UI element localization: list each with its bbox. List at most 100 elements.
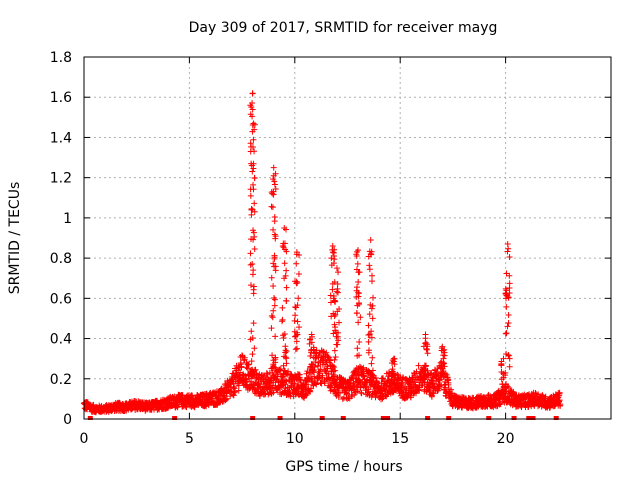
y-tick-label: 0.2 (50, 372, 72, 388)
data-point (249, 271, 256, 278)
data-point (240, 357, 247, 364)
data-point (251, 245, 258, 252)
data-point (439, 369, 446, 376)
data-point (441, 349, 448, 356)
data-point (326, 356, 333, 363)
data-point (223, 395, 230, 402)
data-point (366, 262, 373, 269)
data-point (441, 363, 448, 370)
data-point (332, 379, 339, 386)
data-point (250, 181, 257, 188)
x-tick-label: 15 (391, 431, 409, 447)
y-tick-label: 1 (63, 211, 72, 227)
data-point (268, 312, 275, 319)
data-point (355, 299, 362, 306)
data-point (325, 370, 332, 377)
data-point (334, 333, 341, 340)
data-point (358, 390, 365, 397)
data-point (438, 370, 445, 377)
data-point (249, 260, 256, 267)
data-point (256, 392, 263, 399)
data-point (128, 405, 135, 412)
data-point (292, 346, 299, 353)
data-point (331, 364, 338, 371)
data-point (270, 282, 277, 289)
data-point (183, 404, 190, 411)
data-point (291, 376, 298, 383)
data-point (331, 347, 338, 354)
data-point (505, 320, 512, 327)
data-point (249, 90, 256, 97)
data-point (279, 318, 286, 325)
data-point (321, 380, 328, 387)
data-point (269, 352, 276, 359)
data-point (279, 374, 286, 381)
data-point (385, 369, 392, 376)
data-point (557, 402, 564, 409)
data-point (334, 308, 341, 315)
data-point (519, 396, 526, 403)
data-point (504, 323, 511, 330)
data-point (227, 393, 234, 400)
zero-marker (380, 416, 386, 420)
y-tick-label: 1.4 (50, 130, 72, 146)
data-point (369, 294, 376, 301)
plot-frame (83, 56, 612, 420)
data-point (283, 267, 290, 274)
data-point (505, 352, 512, 359)
data-point (252, 366, 259, 373)
data-point (293, 345, 300, 352)
data-point (251, 200, 258, 207)
data-point (283, 355, 290, 362)
data-point (247, 192, 254, 199)
data-point (281, 260, 288, 267)
data-point (332, 311, 339, 318)
data-point (440, 360, 447, 367)
data-point (268, 189, 275, 196)
data-point (270, 379, 277, 386)
y-axis-label: SRMTID / TECUs (7, 182, 23, 295)
data-point (389, 359, 396, 366)
data-point (368, 377, 375, 384)
data-point (271, 252, 278, 259)
data-point (270, 176, 277, 183)
data-point (245, 361, 252, 368)
data-point (503, 380, 510, 387)
data-points (80, 90, 564, 420)
data-point (233, 371, 240, 378)
data-point (368, 334, 375, 341)
data-point (311, 366, 318, 373)
data-point (279, 382, 286, 389)
data-point (330, 330, 337, 337)
zero-marker (425, 416, 431, 420)
data-point (308, 361, 315, 368)
data-point (186, 400, 193, 407)
data-point (279, 304, 286, 311)
data-point (271, 181, 278, 188)
data-point (336, 319, 343, 326)
data-point (366, 266, 373, 273)
data-point (283, 248, 290, 255)
zero-marker (553, 416, 559, 420)
zero-marker (87, 416, 93, 420)
data-point (355, 366, 362, 373)
data-point (355, 319, 362, 326)
data-point (416, 387, 423, 394)
data-point (498, 358, 505, 365)
data-point (247, 148, 254, 155)
data-point (332, 324, 339, 331)
data-point (319, 372, 326, 379)
data-point (294, 279, 301, 286)
data-point (251, 345, 258, 352)
data-point (503, 330, 510, 337)
data-point (329, 363, 336, 370)
data-point (250, 286, 257, 293)
y-tick-label: 1.2 (50, 171, 72, 187)
data-point (250, 229, 257, 236)
data-point (423, 345, 430, 352)
data-point (222, 397, 229, 404)
data-point (261, 372, 268, 379)
data-point (308, 333, 315, 340)
zero-marker (250, 416, 256, 420)
data-point (379, 375, 386, 382)
